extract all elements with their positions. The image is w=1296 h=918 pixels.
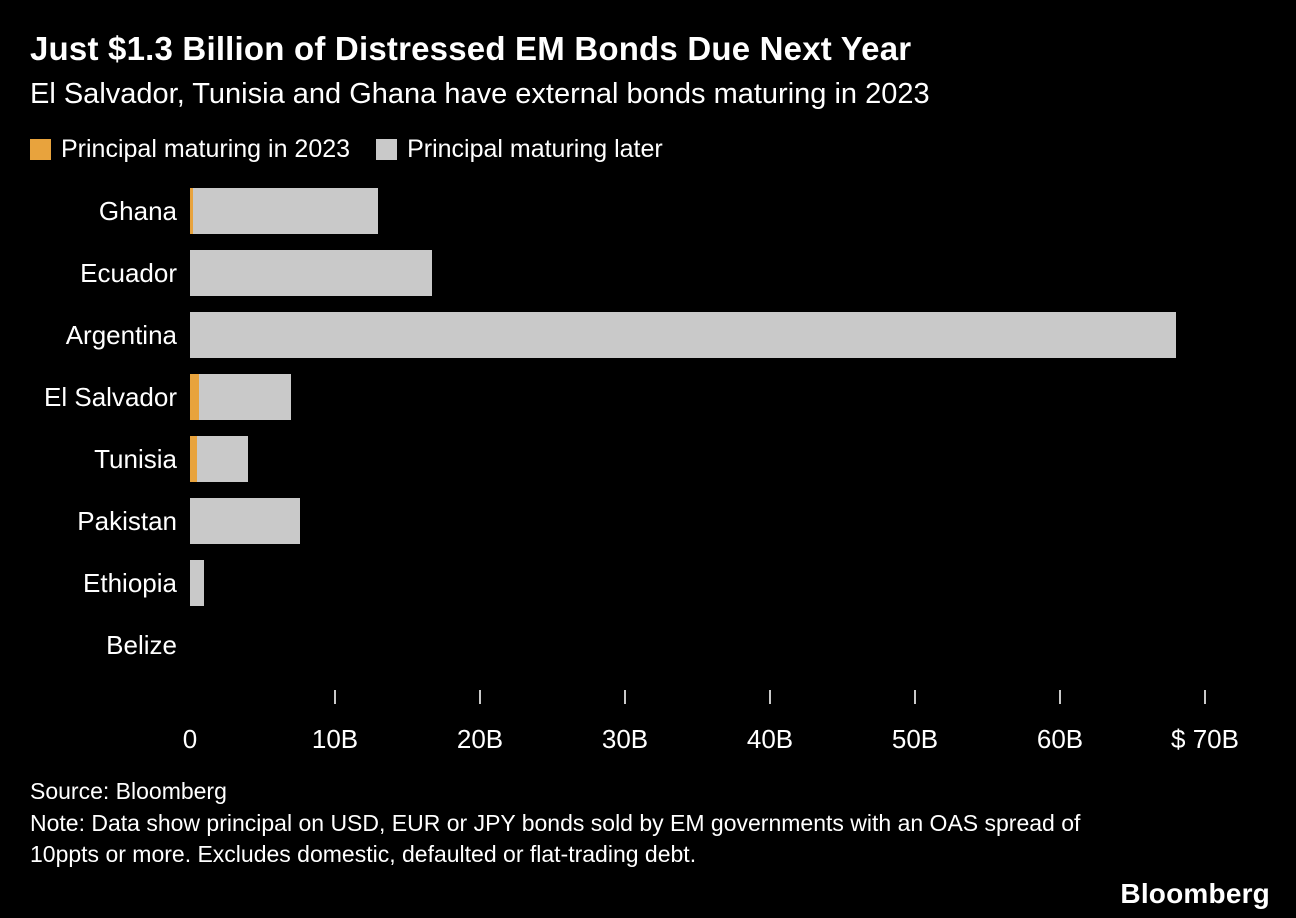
axis-tick-label: 0 [182,724,198,754]
axis-tick [769,690,771,704]
legend-item: Principal maturing in 2023 [30,135,350,164]
axis-tick-label: $ 70B [1171,724,1239,754]
chart-row: Ghana [30,180,1205,242]
bloomberg-logo: Bloomberg [1120,878,1270,909]
category-label: Belize [106,629,177,660]
footer: Source: Bloomberg Note: Data show princi… [30,776,1100,869]
bar-track [190,622,1205,668]
bar-segment-later [190,312,1176,358]
legend-item: Principal maturing later [376,135,663,164]
note-line: Note: Data show principal on USD, EUR or… [30,810,1081,867]
category-label: Tunisia [94,443,177,474]
axis-tick [479,690,481,704]
axis-tick-label: 20B [456,724,504,754]
bar-track [190,436,1205,482]
bar-segment-later [190,250,433,296]
category-label: Argentina [65,319,177,350]
x-axis: 0 10B 20B 30B 40B 50B 60B $ 70B [183,690,1239,770]
category-label: Pakistan [77,505,177,536]
category-label: El Salvador [44,381,177,412]
axis-tick [624,690,626,704]
bar-segment-later [198,374,292,420]
bar-segment-later [197,436,248,482]
legend-swatch [30,139,51,160]
legend-label: Principal maturing in 2023 [61,135,351,163]
axis-tick-label: 60B [1036,724,1084,754]
bar-segment-later [190,498,301,544]
bar-track [190,374,1205,420]
chart-rows: Ghana Ecuador Argentina El Salvador Tunisia P… [30,180,1205,676]
bar-segment-2023 [190,374,199,420]
category-label: Ghana [98,195,177,226]
chart-row: Pakistan [30,490,1205,552]
chart-row: Tunisia [30,428,1205,490]
legend-label: Principal maturing later [407,135,663,163]
axis-tick-label: 30B [601,724,649,754]
chart-row: Belize [30,614,1205,676]
chart-subtitle: El Salvador, Tunisia and Ghana have exte… [30,78,930,110]
source-line: Source: Bloomberg [30,778,227,804]
category-label: Ethiopia [83,567,177,598]
bar-segment-2023 [190,188,193,234]
axis-tick-label: 10B [311,724,359,754]
bar-segment-later [190,560,205,606]
chart-row: Ethiopia [30,552,1205,614]
chart-row: El Salvador [30,366,1205,428]
bar-chart: Ghana Ecuador Argentina El Salvador Tunisia P… [30,180,1239,770]
bar-track [190,498,1205,544]
axis-tick [1059,690,1061,704]
axis-tick [1204,690,1206,704]
legend: Principal maturing in 2023 Principal matu… [30,135,1296,164]
bar-track [190,188,1205,234]
bar-track [190,560,1205,606]
category-label: Ecuador [80,257,177,288]
chart-row: Ecuador [30,242,1205,304]
axis-tick-label: 40B [746,724,794,754]
bar-segment-2023 [190,436,198,482]
axis-tick-label: 50B [891,724,939,754]
legend-swatch [376,139,398,160]
axis-tick [914,690,916,704]
axis-tick [334,690,336,704]
bar-segment-later [192,188,379,234]
chart-title: Just $1.3 Billion of Distressed EM Bonds… [30,30,912,67]
chart-row: Argentina [30,304,1205,366]
bar-track [190,250,1205,296]
bar-track [190,312,1205,358]
